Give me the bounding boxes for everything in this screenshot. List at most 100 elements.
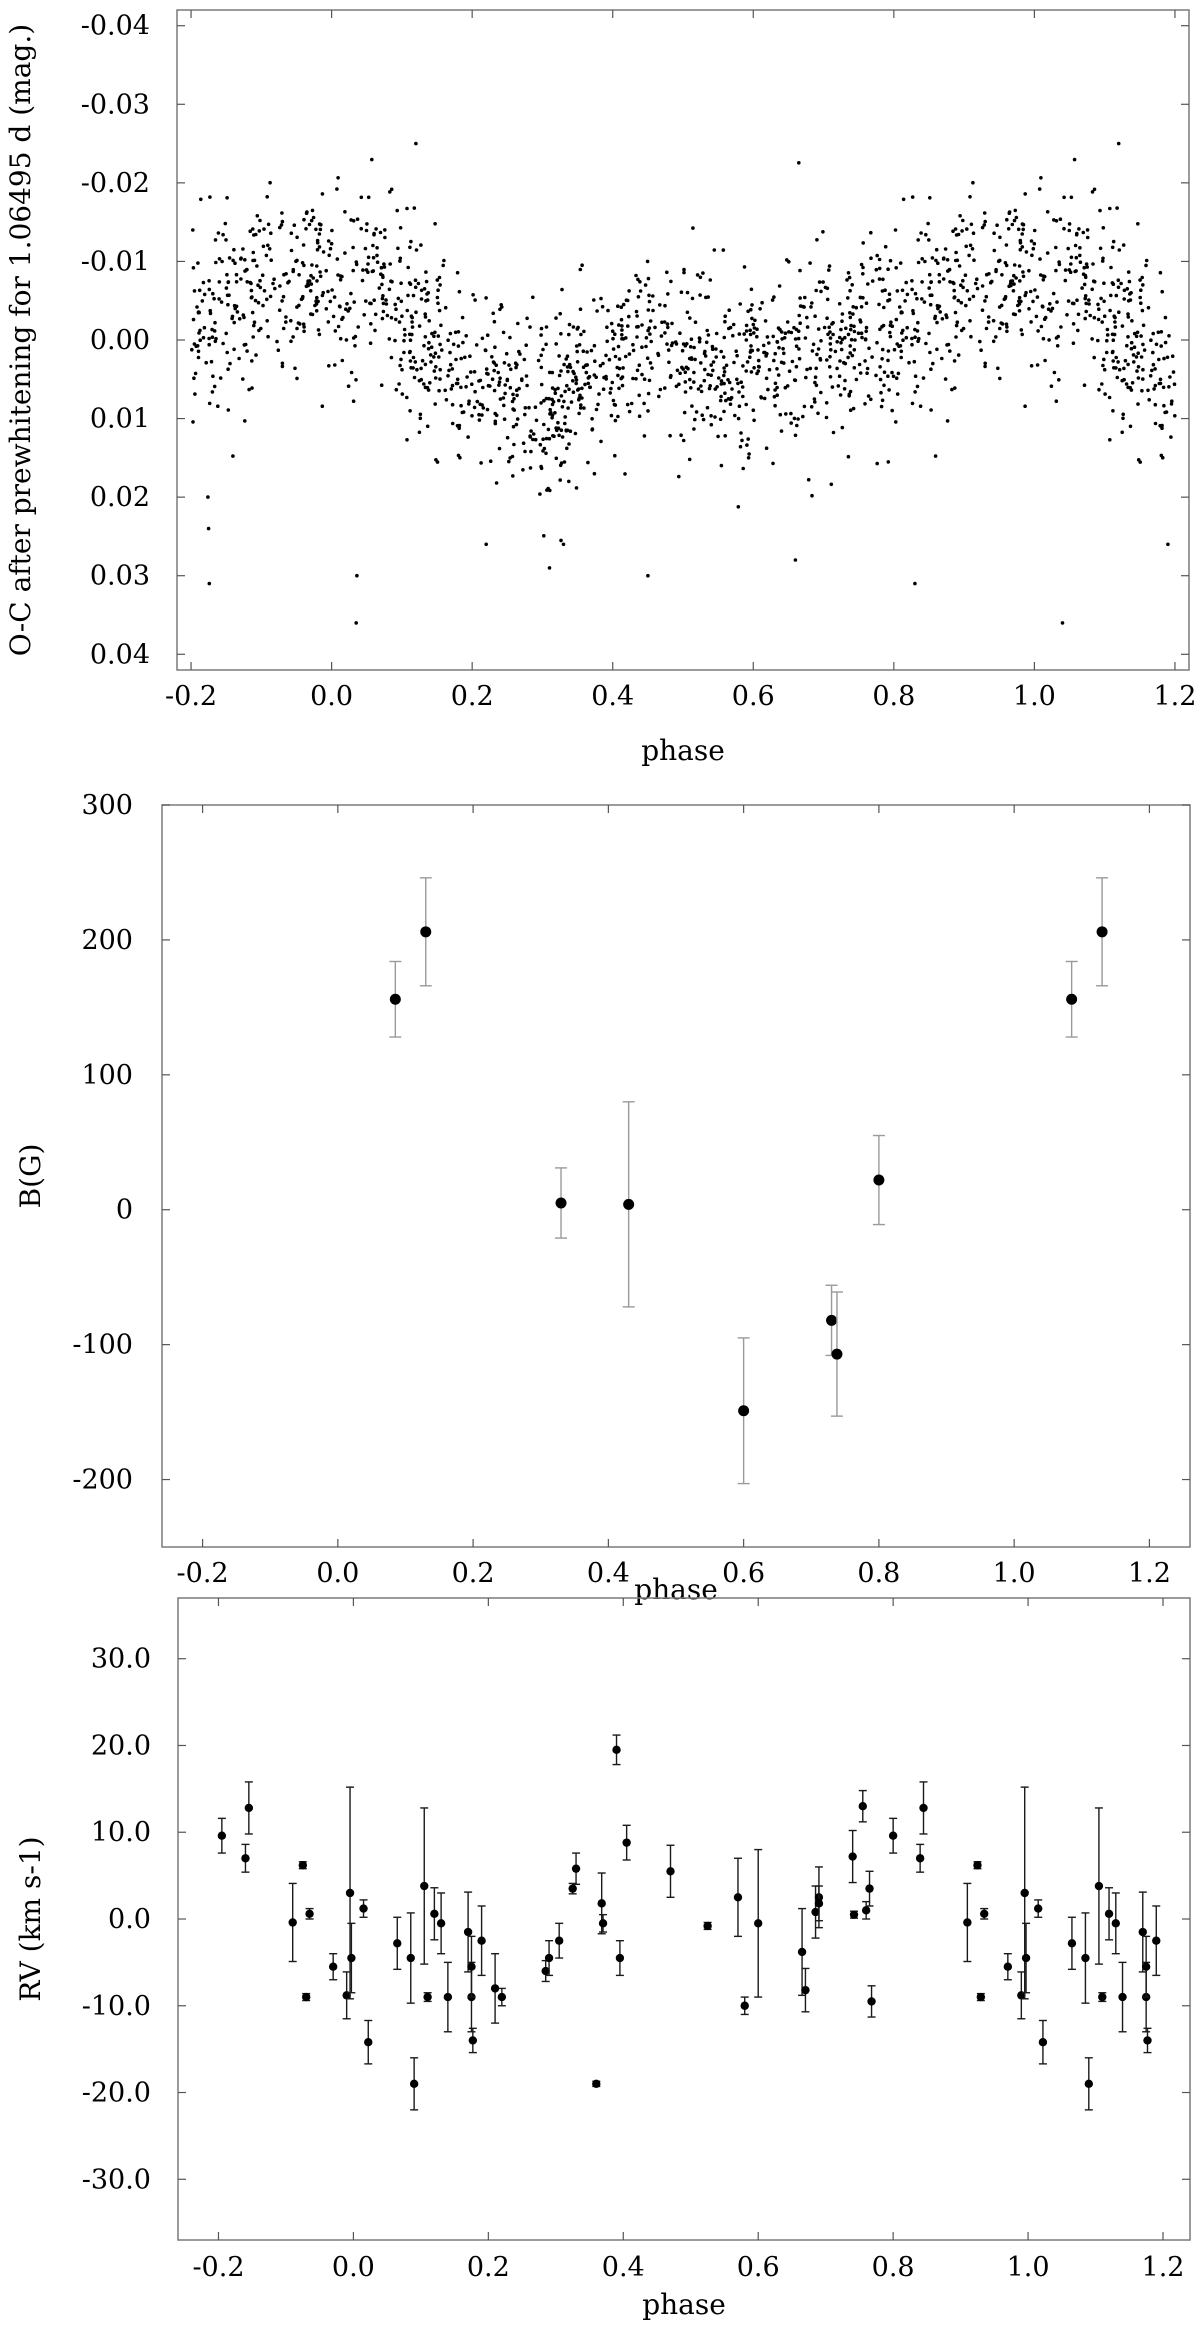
oc-point xyxy=(507,363,511,367)
oc-point xyxy=(797,313,801,318)
oc-point xyxy=(635,325,639,329)
oc-point xyxy=(397,382,401,386)
oc-point xyxy=(803,295,807,300)
oc-point xyxy=(539,326,544,331)
oc-point xyxy=(1057,260,1061,264)
oc-point xyxy=(422,382,426,386)
oc-point xyxy=(673,340,678,344)
oc-point xyxy=(471,293,475,297)
oc-point xyxy=(905,325,909,330)
oc-point xyxy=(814,366,818,371)
oc-point xyxy=(1055,344,1060,348)
oc-point xyxy=(840,319,844,324)
oc-point xyxy=(309,273,313,278)
oc-point xyxy=(559,538,563,543)
oc-point xyxy=(828,354,832,359)
oc-point xyxy=(379,265,384,270)
oc-point xyxy=(755,334,759,339)
oc-point xyxy=(496,370,501,375)
oc-point xyxy=(512,397,516,401)
oc-point xyxy=(667,360,671,365)
rv-marker xyxy=(797,1947,807,1957)
rv-marker xyxy=(430,1909,439,1918)
oc-point xyxy=(929,408,933,412)
oc-point xyxy=(703,349,707,354)
oc-point xyxy=(408,359,413,363)
oc-point xyxy=(370,157,374,162)
oc-point xyxy=(416,281,421,286)
oc-point xyxy=(948,280,952,284)
oc-point xyxy=(473,389,477,394)
oc-point xyxy=(747,452,751,456)
oc-point xyxy=(384,298,388,302)
oc-point xyxy=(420,358,425,363)
oc-point xyxy=(741,364,745,368)
rv-point xyxy=(1081,1912,1090,2004)
oc-point xyxy=(1141,323,1146,328)
oc-point xyxy=(354,260,359,264)
oc-point xyxy=(359,195,364,200)
oc-point xyxy=(848,315,853,320)
oc-point xyxy=(613,354,618,359)
rv-point xyxy=(430,1887,439,1941)
oc-point xyxy=(217,257,222,261)
rv-marker xyxy=(811,1907,820,1917)
oc-point xyxy=(490,377,495,382)
oc-point xyxy=(1122,366,1126,371)
oc-point xyxy=(825,316,829,321)
oc-point xyxy=(599,439,603,444)
oc-point xyxy=(646,391,651,396)
oc-point xyxy=(310,208,315,213)
oc-point xyxy=(207,336,211,341)
oc-point xyxy=(1027,307,1031,311)
oc-point xyxy=(708,384,712,388)
oc-point xyxy=(846,332,851,337)
oc-point xyxy=(265,297,269,302)
oc-point xyxy=(1032,228,1037,233)
oc-point xyxy=(210,327,214,332)
rv-marker xyxy=(420,1881,429,1891)
oc-point xyxy=(1006,227,1011,231)
rv-marker xyxy=(858,1802,867,1811)
oc-point xyxy=(877,277,882,281)
oc-point xyxy=(1018,241,1023,245)
oc-point xyxy=(857,362,862,367)
oc-point xyxy=(995,223,999,227)
oc-point xyxy=(565,383,569,388)
rv-point xyxy=(298,1861,308,1870)
oc-point xyxy=(748,355,752,360)
oc-point xyxy=(889,320,893,325)
rv-point xyxy=(406,1912,415,2004)
oc-point xyxy=(625,402,630,407)
oc-point xyxy=(324,307,329,311)
oc-point xyxy=(1012,273,1016,278)
oc-point xyxy=(239,277,243,281)
bfield-point xyxy=(419,877,432,987)
oc-point xyxy=(1021,222,1026,227)
oc-point xyxy=(638,280,642,284)
bfield-ytick-label: -100 xyxy=(72,1330,133,1361)
oc-point xyxy=(910,287,914,292)
oc-point xyxy=(880,347,885,352)
oc-point xyxy=(931,361,935,366)
rv-point xyxy=(1034,1899,1043,1918)
oc-point xyxy=(382,265,387,269)
rv-marker xyxy=(1020,1888,1029,1898)
oc-point xyxy=(450,402,455,407)
oc-point xyxy=(458,455,462,460)
oc-point xyxy=(896,371,901,376)
oc-point xyxy=(805,325,810,329)
oc-point xyxy=(384,302,389,306)
oc-point xyxy=(249,281,253,286)
oc-point xyxy=(1147,398,1151,402)
oc-point xyxy=(289,339,293,344)
rv-ytick-label: 20.0 xyxy=(91,1730,151,1761)
oc-point xyxy=(1138,295,1142,300)
oc-point xyxy=(756,358,761,363)
oc-point xyxy=(811,342,816,347)
oc-point xyxy=(968,243,973,248)
oc-point xyxy=(409,366,413,370)
oc-point xyxy=(1012,282,1016,286)
oc-point xyxy=(437,308,442,313)
oc-point xyxy=(956,298,961,303)
